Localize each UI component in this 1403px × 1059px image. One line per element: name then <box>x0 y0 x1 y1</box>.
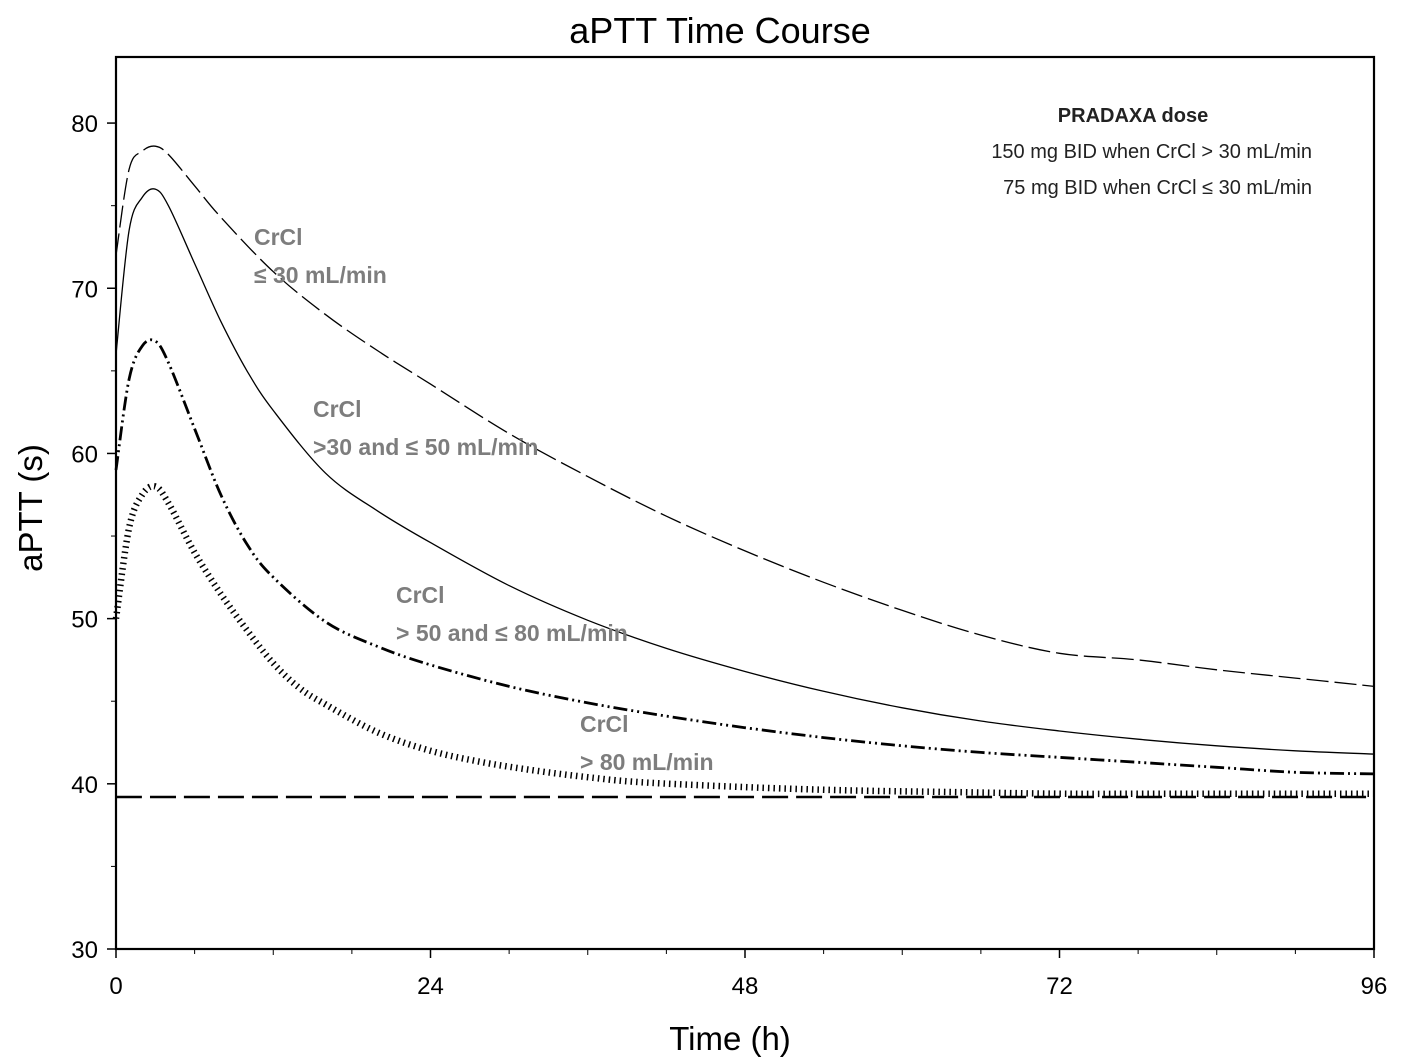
x-tick-label-2: 48 <box>732 973 759 1000</box>
series-line-dotted <box>112 482 1374 798</box>
x-tick-label-0: 0 <box>109 973 122 1000</box>
series-annotation-range-0: ≤ 30 mL/min <box>254 262 387 288</box>
x-tick-label-3: 72 <box>1046 973 1073 1000</box>
series-annotation-title-2: CrCl <box>396 582 445 608</box>
series-layer <box>112 145 1375 799</box>
series-annotations: CrCl ≤ 30 mL/min CrCl >30 and ≤ 50 mL/min Cr… <box>254 224 714 775</box>
series-annotation-title-1: CrCl <box>313 396 362 422</box>
series-line-solid <box>115 188 1375 755</box>
legend-title: PRADAXA dose <box>1058 105 1208 127</box>
series-annotation-range-1: >30 and ≤ 50 mL/min <box>313 434 538 460</box>
legend-box: PRADAXA dose 150 mg BID when CrCl > 30 m… <box>991 105 1312 199</box>
y-tick-label-4: 70 <box>71 276 98 303</box>
y-axis-label: aPTT (s) <box>12 444 49 572</box>
legend-line-2: 75 mg BID when CrCl ≤ 30 mL/min <box>1003 177 1312 199</box>
series-annotation-title-3: CrCl <box>580 711 629 737</box>
series-line-long-dash <box>115 145 1375 688</box>
series-annotation-range-3: > 80 mL/min <box>580 749 714 775</box>
x-tick-label-4: 96 <box>1361 973 1388 1000</box>
axis-ticks: 0 24 48 72 96 30 40 50 60 70 80 <box>71 111 1387 1000</box>
y-tick-label-1: 40 <box>71 772 98 799</box>
series-annotation-title-0: CrCl <box>254 224 303 250</box>
legend-line-1: 150 mg BID when CrCl > 30 mL/min <box>991 141 1312 163</box>
y-tick-label-0: 30 <box>71 937 98 964</box>
y-tick-label-2: 50 <box>71 607 98 634</box>
x-tick-label-1: 24 <box>417 973 444 1000</box>
series-line-dash-dot-dot <box>114 338 1375 776</box>
y-tick-label-5: 80 <box>71 111 98 138</box>
x-axis-label: Time (h) <box>669 1020 791 1057</box>
y-tick-label-3: 60 <box>71 441 98 468</box>
chart-title: aPTT Time Course <box>569 10 870 51</box>
series-annotation-range-2: > 50 and ≤ 80 mL/min <box>396 620 628 646</box>
